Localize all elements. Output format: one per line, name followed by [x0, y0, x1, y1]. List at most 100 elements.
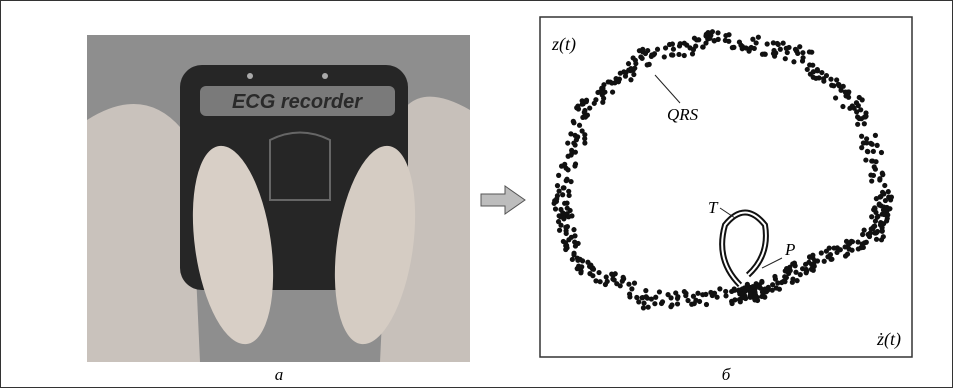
dot	[616, 79, 621, 84]
dot	[781, 279, 786, 284]
dot	[726, 39, 731, 44]
dot	[564, 178, 569, 183]
dot	[576, 263, 581, 268]
dot	[628, 77, 633, 82]
dot	[871, 149, 876, 154]
dot	[723, 33, 728, 38]
x-label: ż(t)	[876, 329, 901, 350]
dot	[560, 192, 565, 197]
dot	[793, 47, 798, 52]
dot	[592, 101, 597, 106]
dot	[875, 229, 880, 234]
dot	[573, 161, 578, 166]
dot	[685, 298, 690, 303]
dot	[632, 281, 637, 286]
dot	[819, 70, 824, 75]
dot	[778, 47, 783, 52]
dot	[610, 89, 615, 94]
dot	[879, 150, 884, 155]
dot	[868, 141, 873, 146]
dot	[873, 167, 878, 172]
dot	[784, 269, 789, 274]
dot	[655, 47, 660, 52]
dot	[882, 183, 887, 188]
dot	[670, 41, 675, 46]
dot	[604, 274, 609, 279]
dot	[626, 61, 631, 66]
dot	[557, 228, 562, 233]
device-led	[322, 73, 328, 79]
dot	[676, 52, 681, 57]
dot	[593, 278, 598, 283]
dot	[566, 189, 571, 194]
dot	[576, 241, 581, 246]
y-label: z(t)	[551, 34, 576, 55]
dot	[849, 248, 854, 253]
dot	[822, 259, 827, 264]
dot	[595, 90, 600, 95]
dot	[643, 288, 648, 293]
dot	[776, 42, 781, 47]
dot	[873, 218, 878, 223]
device-label: ECG recorder	[232, 91, 363, 113]
dot	[873, 159, 878, 164]
dot	[566, 214, 571, 219]
dot	[880, 229, 885, 234]
dot	[831, 245, 836, 250]
dot	[571, 119, 576, 124]
dot	[657, 289, 662, 294]
dot	[696, 37, 701, 42]
dot	[641, 305, 646, 310]
dot	[857, 95, 862, 100]
dot	[884, 218, 889, 223]
dot	[886, 189, 891, 194]
dot	[641, 301, 646, 306]
portrait-frame	[540, 17, 912, 357]
dot	[627, 291, 632, 296]
dot	[869, 178, 874, 183]
dot	[587, 105, 592, 110]
dot	[831, 83, 836, 88]
dot	[552, 201, 557, 206]
dot	[736, 288, 741, 293]
dot	[855, 122, 860, 127]
caption: б	[722, 365, 731, 384]
dot	[669, 302, 674, 307]
dot	[770, 288, 775, 293]
dot	[621, 275, 626, 280]
dot	[877, 176, 882, 181]
dot	[828, 77, 833, 82]
dot	[840, 104, 845, 109]
dot	[773, 50, 778, 55]
dot	[850, 103, 855, 108]
annotation: P	[784, 240, 795, 259]
dot	[856, 246, 861, 251]
dot	[878, 222, 883, 227]
figure: ECG recorder a z(t) ż(t) QRS T P б	[0, 0, 953, 388]
dot	[706, 30, 711, 35]
dot	[560, 210, 565, 215]
dot	[793, 270, 798, 275]
dot	[871, 173, 876, 178]
dot	[631, 72, 636, 77]
dot	[574, 137, 579, 142]
dot	[652, 301, 657, 306]
dot	[723, 289, 728, 294]
dot	[793, 263, 798, 268]
annotation: T	[708, 198, 719, 217]
dot	[555, 193, 560, 198]
dot	[731, 45, 736, 50]
dot	[660, 299, 665, 304]
dot	[585, 260, 590, 265]
dot	[813, 76, 818, 81]
dot	[843, 244, 848, 249]
dot	[626, 282, 631, 287]
dot	[675, 301, 680, 306]
dot	[640, 47, 645, 52]
dot	[568, 131, 573, 136]
dot	[582, 108, 587, 113]
dot	[869, 214, 874, 219]
dot	[750, 284, 755, 289]
dot	[583, 114, 588, 119]
dot	[819, 250, 824, 255]
